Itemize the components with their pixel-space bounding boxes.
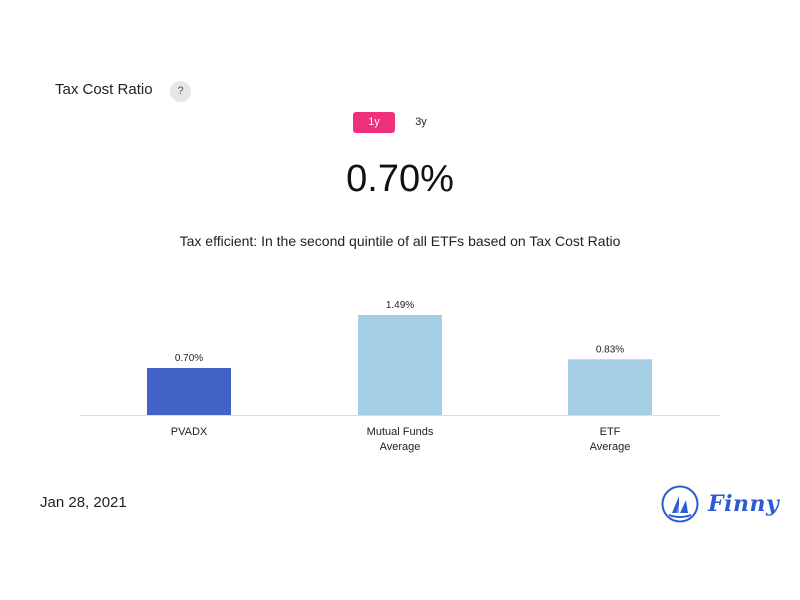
bar-1[interactable] — [358, 315, 442, 415]
category-label-1-0: Mutual Funds — [367, 426, 434, 438]
bar-value-label-1: 1.49% — [386, 300, 414, 311]
as-of-date: Jan 28, 2021 — [40, 494, 127, 511]
efficiency-summary: Tax efficient: In the second quintile of… — [179, 233, 621, 249]
bar-2[interactable] — [568, 359, 652, 415]
help-button[interactable]: ? — [170, 81, 191, 102]
period-toggle: 1y 3y — [353, 112, 442, 133]
period-3y-button[interactable]: 3y — [415, 116, 427, 128]
brand-name: Finny — [708, 491, 780, 517]
bar-value-label-0: 0.70% — [175, 353, 203, 364]
bar-chart: 0.70% PVADX 1.49% Mutual Funds Average 0.83% E… — [0, 270, 800, 470]
category-label-0-0: PVADX — [171, 426, 208, 438]
tax-cost-ratio-value: 0.70% — [346, 158, 454, 200]
category-label-2-1: Average — [590, 441, 631, 453]
bar-value-label-2: 0.83% — [596, 344, 624, 355]
category-label-1-1: Average — [380, 441, 421, 453]
finny-logo-icon — [661, 485, 699, 523]
category-label-2-0: ETF — [600, 426, 621, 438]
bar-0[interactable] — [147, 368, 231, 415]
period-1y-button[interactable]: 1y — [353, 112, 395, 133]
finny-logo[interactable]: Finny — [660, 484, 779, 524]
bar-chart-svg: 0.70% PVADX 1.49% Mutual Funds Average 0.83% E… — [80, 300, 720, 453]
section-title: Tax Cost Ratio — [55, 81, 153, 98]
